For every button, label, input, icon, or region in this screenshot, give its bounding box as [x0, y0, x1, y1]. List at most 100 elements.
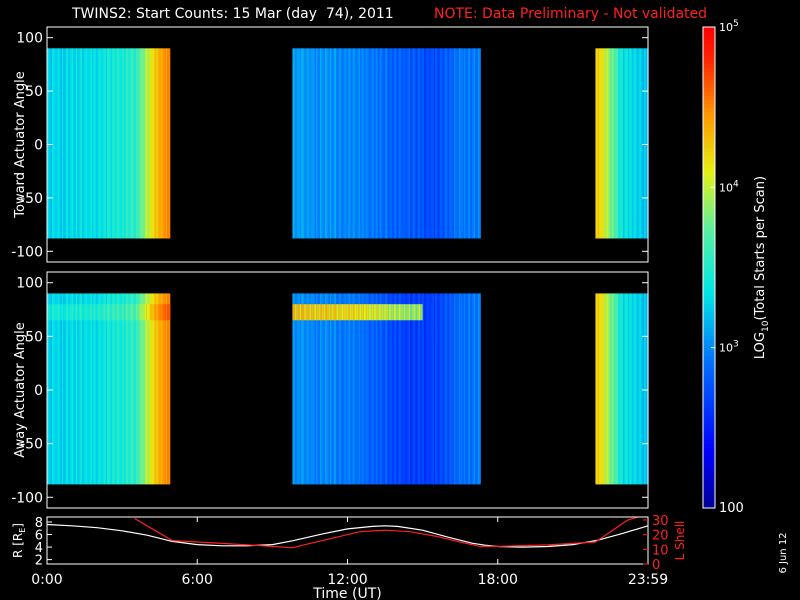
heatmap-panel-toward: [46, 26, 649, 263]
heatmap-cell: [85, 48, 88, 239]
heatmap-cell: [420, 293, 422, 485]
heatmap-cell: [52, 304, 54, 321]
colorbar-cell: [703, 135, 715, 140]
heatmap-panel-away: [46, 271, 649, 509]
heatmap-cell: [415, 304, 417, 321]
heatmap-cell: [398, 304, 401, 321]
heatmap-cell: [375, 293, 377, 485]
heatmap-cell: [115, 293, 118, 485]
heatmap-cell: [88, 293, 91, 485]
heatmap-cell: [322, 304, 325, 321]
colorbar-cell: [703, 155, 715, 160]
heatmap-cell: [304, 48, 307, 239]
heatmap-cell: [327, 48, 330, 239]
heatmap-cell: [447, 293, 450, 485]
heatmap-cell: [463, 48, 466, 239]
heatmap-cell: [80, 293, 83, 485]
heatmap-cell: [356, 304, 359, 321]
heatmap-cell: [302, 293, 305, 485]
heatmap-cell: [400, 48, 402, 239]
colorbar-cell: [703, 267, 715, 273]
heatmap-cell: [77, 293, 79, 485]
colorbar-cell: [703, 147, 715, 152]
heatmap-cell: [100, 304, 103, 321]
colorbar-cell: [703, 343, 715, 349]
heatmap-cell: [332, 304, 335, 321]
colorbar-cell: [703, 463, 715, 469]
heatmap-cell: [358, 293, 361, 485]
heatmap-cell: [635, 48, 638, 239]
heatmap-cell: [336, 48, 339, 239]
heatmap-cell: [155, 48, 158, 239]
heatmap-cell: [113, 48, 116, 239]
heatmap-cell: [333, 304, 336, 321]
heatmap-cell: [84, 304, 87, 321]
heatmap-cell: [322, 293, 325, 485]
y-tick-label-right: 10: [652, 543, 669, 558]
heatmap-cell: [602, 48, 605, 239]
heatmap-cell: [95, 293, 98, 485]
heatmap-cell: [609, 48, 612, 239]
colorbar-label-suffix: (Total Starts per Scan): [753, 176, 768, 321]
colorbar-cell: [703, 219, 715, 225]
heatmap-cell: [445, 48, 448, 239]
heatmap-cell: [402, 48, 405, 239]
heatmap-cell: [601, 48, 604, 239]
heatmap-cell: [90, 48, 93, 239]
heatmap-cell: [348, 304, 351, 321]
heatmap-cell: [304, 293, 307, 485]
heatmap-cell: [321, 293, 324, 485]
heatmap-cell: [292, 293, 295, 485]
heatmap-cell: [132, 48, 134, 239]
heatmap-cell: [110, 293, 113, 485]
heatmap-cell: [95, 304, 98, 321]
heatmap-cell: [392, 293, 395, 485]
heatmap-cell: [357, 293, 360, 485]
heatmap-cell: [152, 293, 155, 485]
heatmap-cell: [303, 304, 306, 321]
colorbar-cell: [703, 139, 715, 144]
heatmap-cell: [351, 48, 354, 239]
y-tick-label-right: 0: [652, 558, 660, 573]
colorbar-tick-base: 10: [719, 342, 733, 355]
heatmap-cell: [73, 48, 76, 239]
heatmap-cell: [165, 48, 168, 239]
heatmap-cell: [627, 48, 630, 239]
heatmap-cell: [75, 293, 78, 485]
heatmap-cell: [432, 48, 435, 239]
orbit-frame: [46, 516, 649, 565]
y-tick-label: 6: [35, 529, 43, 544]
heatmap-cell: [147, 293, 150, 485]
heatmap-cell: [313, 304, 316, 321]
heatmap-cell: [164, 304, 167, 321]
heatmap-cell: [313, 48, 316, 239]
y-tick-label: 0: [34, 383, 43, 399]
heatmap-cell: [154, 293, 157, 485]
heatmap-cell: [62, 48, 64, 239]
colorbar-cell: [703, 263, 715, 269]
heatmap-cell: [408, 304, 411, 321]
heatmap-cell: [168, 48, 171, 239]
colorbar-cell: [703, 195, 715, 200]
heatmap-cell: [143, 293, 146, 485]
colorbar-cell: [703, 431, 715, 437]
heatmap-cell: [143, 304, 146, 321]
heatmap-cell: [635, 293, 638, 485]
colorbar-cell: [703, 275, 715, 281]
colorbar-cell: [703, 63, 715, 68]
heatmap-cell: [407, 293, 410, 485]
heatmap-cell: [420, 304, 422, 321]
heatmap-cell: [92, 48, 94, 239]
colorbar-cell: [703, 363, 715, 369]
heatmap-cell: [462, 48, 465, 239]
heatmap-cell: [110, 304, 113, 321]
heatmap-cell: [147, 48, 150, 239]
heatmap-cell: [129, 293, 132, 485]
heatmap-cell: [448, 293, 451, 485]
heatmap-cell: [621, 293, 624, 485]
heatmap-cell: [441, 48, 444, 239]
heatmap-cell: [74, 293, 77, 485]
heatmap-cell: [125, 48, 128, 239]
colorbar-cell: [703, 283, 715, 289]
heatmap-cell: [612, 293, 615, 485]
